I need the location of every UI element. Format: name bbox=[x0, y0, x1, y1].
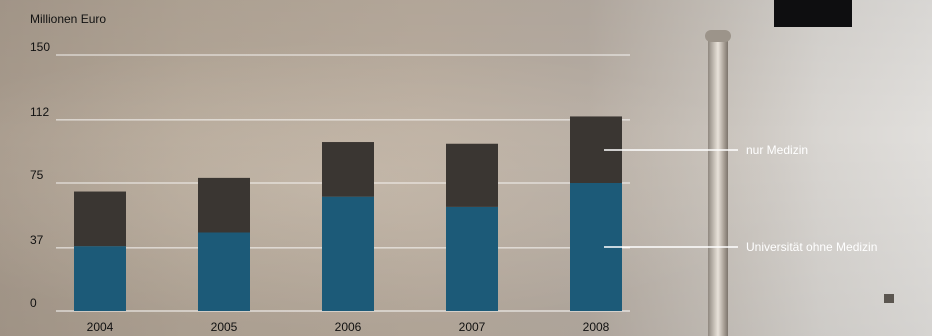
bar-nur-medizin bbox=[446, 143, 498, 207]
legend: Universität ohne Medizin nur Medizin bbox=[604, 143, 877, 254]
x-tick-label: 2007 bbox=[459, 320, 486, 334]
y-tick-label: 75 bbox=[30, 168, 44, 182]
background-pipe-cap bbox=[705, 30, 731, 42]
bar-universitaet-ohne-medizin bbox=[446, 206, 498, 311]
bar-universitaet-ohne-medizin bbox=[74, 246, 126, 311]
x-tick-label: 2006 bbox=[335, 320, 362, 334]
y-tick-labels: 0 37 75 112 150 bbox=[30, 40, 50, 310]
bar-universitaet-ohne-medizin bbox=[322, 196, 374, 311]
legend-label: nur Medizin bbox=[746, 143, 808, 157]
bar-nur-medizin bbox=[322, 142, 374, 197]
x-tick-label: 2005 bbox=[211, 320, 238, 334]
background-socket bbox=[884, 294, 894, 303]
y-tick-label: 112 bbox=[30, 105, 49, 119]
background-pipe bbox=[708, 30, 728, 336]
bar-nur-medizin bbox=[74, 191, 126, 247]
background-lamp bbox=[774, 0, 852, 27]
y-tick-label: 37 bbox=[30, 233, 44, 247]
y-axis-title: Millionen Euro bbox=[30, 12, 106, 26]
y-tick-label: 0 bbox=[30, 296, 37, 310]
y-tick-label: 150 bbox=[30, 40, 50, 54]
bar-nur-medizin bbox=[198, 177, 250, 233]
x-tick-label: 2004 bbox=[87, 320, 114, 334]
legend-label: Universität ohne Medizin bbox=[746, 240, 877, 254]
x-tick-labels: 2004 2005 2006 2007 2008 bbox=[87, 320, 610, 334]
bars bbox=[74, 116, 622, 311]
bar-universitaet-ohne-medizin bbox=[198, 232, 250, 311]
x-tick-label: 2008 bbox=[583, 320, 610, 334]
